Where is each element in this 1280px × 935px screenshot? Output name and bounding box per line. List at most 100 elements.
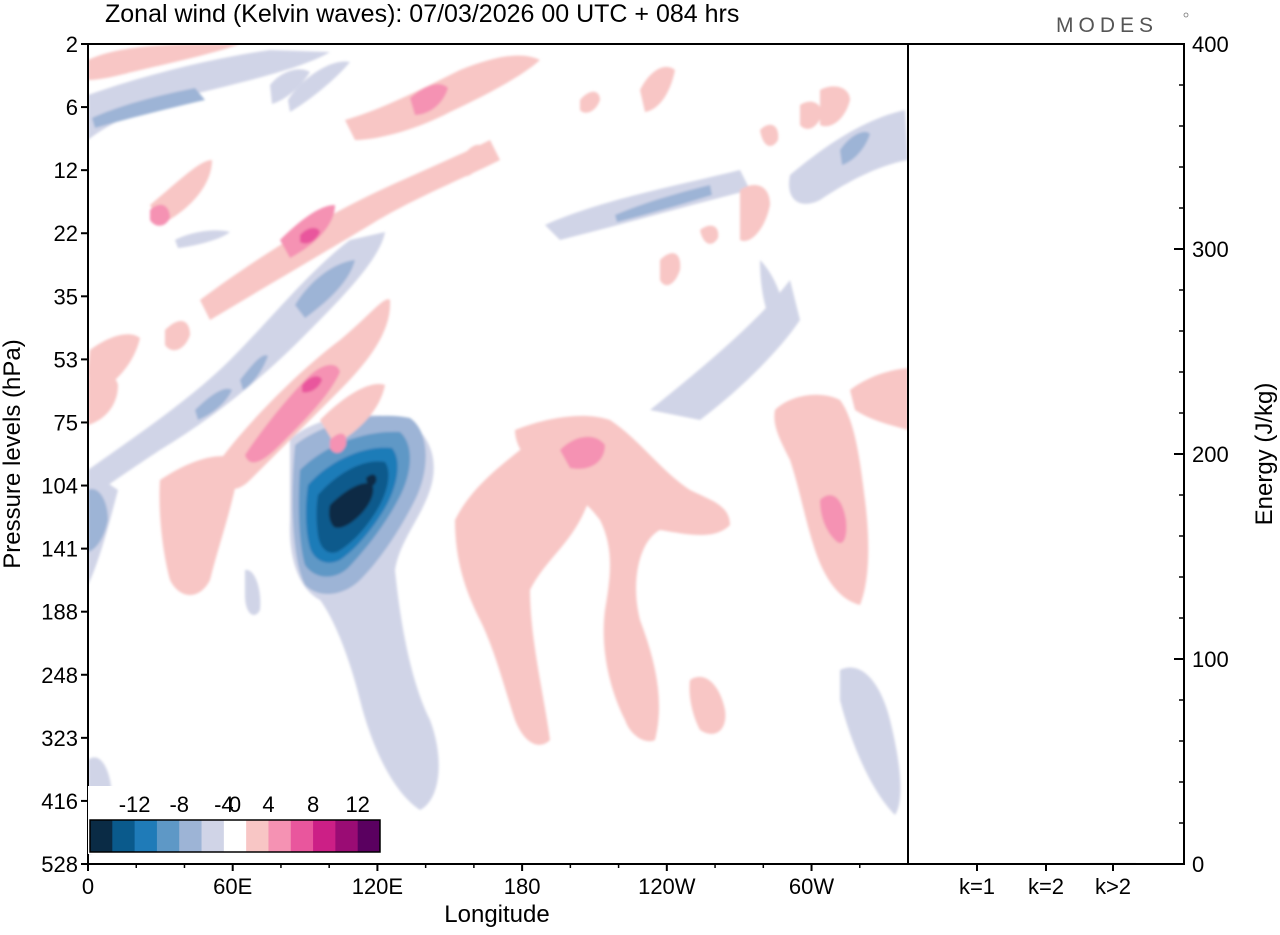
y-tick-label: 104 [41,474,78,499]
contour-pos-light [689,676,726,734]
contour-neg-light [175,230,230,248]
x-tick-label: 0 [82,874,94,899]
chart-title: Zonal wind (Kelvin waves): 07/03/2026 00… [105,0,739,28]
x-axis-ticks: 0 60E 120E 180 120W 60W [82,864,861,899]
contour-neg-medium [295,260,355,318]
y-tick-label: 12 [54,158,78,183]
contour-pos-medium [245,364,340,463]
contour-pos-light [850,368,908,430]
energy-bar [1090,862,1136,864]
contour-pos-light [88,44,240,80]
colorbar-tick-label: 12 [345,792,369,817]
colorbar-swatch [134,820,158,852]
colorbar-swatch [90,820,113,852]
contour-neg-light [840,667,901,815]
contour-pos-medium [410,84,448,115]
contour-neg-light [88,50,330,140]
contour-neg-light [270,69,310,104]
colorbar-tick-label: -12 [119,792,151,817]
energy-category-label: k>2 [1095,874,1131,899]
heatmap-panel [87,43,909,865]
energy-bar [1023,863,1069,865]
colorbar-swatch [357,820,381,852]
contour-neg-medium [840,131,870,165]
contour-pos-light [660,253,681,286]
energy-frame [907,43,1185,865]
energy-y-ticks: 0 100 200 300 400 [1174,32,1229,877]
energy-tick-label: 200 [1192,442,1229,467]
contour-pos-light [159,456,240,595]
contour-neg-medium [88,489,108,552]
energy-tick-label: 400 [1192,32,1229,57]
contour-pos-light [740,185,770,241]
brand-logo: MODES [1056,14,1158,37]
contour-pos-strong [300,227,320,244]
x-tick-label: 180 [504,874,541,899]
energy-tick-label: 0 [1192,852,1204,877]
energy-category-label: k=1 [959,874,995,899]
energy-category-label: k=2 [1028,874,1064,899]
y-tick-label: 53 [54,347,78,372]
contour-pos-light [640,66,675,112]
colorbar-swatch [179,820,203,852]
x-tick-label: 60W [789,874,834,899]
energy-bar [954,863,1000,865]
y-tick-label: 188 [41,600,78,625]
y-tick-label: 248 [41,663,78,688]
contour-neg-medium [615,185,712,222]
colorbar-tick-label: 0 [229,792,241,817]
contour-neg-light [760,260,787,340]
y-tick-label: 416 [41,789,78,814]
y-tick-label: 2 [66,32,78,57]
contour-neg-medium [92,88,205,128]
y-tick-label: 528 [41,852,78,877]
colorbar-swatch [223,820,247,852]
colorbar-tick-label: 4 [262,792,274,817]
y-tick-label: 22 [54,221,78,246]
contour-pos-light [820,86,850,127]
x-tick-label: 120W [638,874,696,899]
x-tick-label: 120E [352,874,403,899]
contour-pos-light [580,91,600,113]
energy-categories: k=1 k=2 k>2 [959,864,1131,899]
contour-pos-light [515,415,730,742]
colorbar-tick-label: 8 [307,792,319,817]
contour-pos-light [320,384,385,445]
contour-pos-light [460,144,485,177]
contour-neg-light [245,569,261,615]
colorbar-swatch [112,820,136,852]
colorbar-swatch [313,820,336,852]
contour-neg-medium [240,355,268,390]
contour-pos-light [88,373,118,425]
contour-pos-medium [820,495,847,544]
contour-neg-medium [195,388,232,420]
y-tick-label: 35 [54,284,78,309]
energy-axis-label: Energy (J/kg) [1251,383,1278,526]
colorbar-tick-label: -4 [214,792,234,817]
contour-pos-strong [302,376,322,393]
contour-neg-core-5 [329,483,374,528]
colorbar-swatch [246,820,269,852]
y-tick-label: 75 [54,410,78,435]
x-axis-label: Longitude [444,901,549,928]
y-axis-ticks: 2 6 12 22 35 53 75 104 141 188 248 323 416 528 [41,32,88,877]
contour-pos-light [800,101,822,129]
contour-pos-light [700,225,719,244]
colorbar-swatch [335,820,359,852]
contour-pos-light [455,423,596,745]
contour-neg-light [650,280,800,420]
x-tick-label: 60E [213,874,252,899]
y-tick-label: 141 [41,537,78,562]
contour-pos-light [165,320,190,351]
colorbar-frame [89,819,381,853]
contour-pos-medium [150,204,170,226]
energy-tick-label: 100 [1192,647,1229,672]
colorbar-tick-label: -8 [169,792,189,817]
contour-field [88,44,908,855]
contour-pos-medium [560,436,605,469]
contour-neg-light [288,61,350,112]
energy-bars [954,862,1136,865]
contour-pos-light [200,140,500,320]
